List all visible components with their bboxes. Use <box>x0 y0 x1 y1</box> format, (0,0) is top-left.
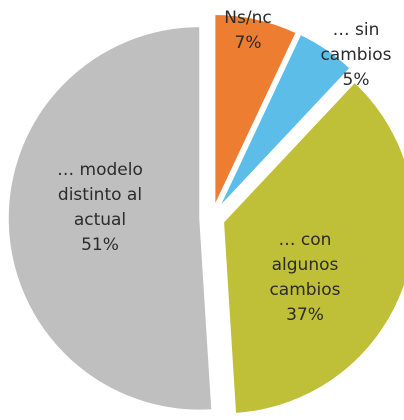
slice-category: … modelo distinto al actual <box>57 160 143 230</box>
slice-value: 5% <box>342 70 370 90</box>
slice-label: … con algunos cambios 37% <box>245 228 365 328</box>
slice-value: 51% <box>81 235 119 255</box>
slice-label: … modelo distinto al actual 51% <box>40 158 160 258</box>
slice-value: 37% <box>286 305 324 325</box>
slice-category: Ns/nc <box>224 8 272 28</box>
pie-slice <box>218 33 352 209</box>
slice-value: 7% <box>234 33 262 53</box>
slice-label: … sin cambios 5% <box>316 18 396 93</box>
pie-slice <box>213 13 298 207</box>
slice-category: … sin cambios <box>320 20 392 65</box>
slice-category: … con algunos cambios <box>269 230 341 300</box>
pie-slice <box>7 25 213 412</box>
slice-label: Ns/nc 7% <box>213 6 283 56</box>
